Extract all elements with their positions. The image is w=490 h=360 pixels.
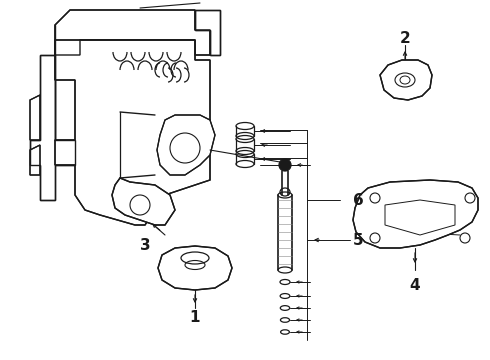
Polygon shape	[380, 60, 432, 100]
Polygon shape	[30, 145, 40, 175]
Polygon shape	[30, 55, 75, 200]
Polygon shape	[353, 180, 478, 248]
Text: 2: 2	[400, 31, 411, 45]
Polygon shape	[158, 246, 232, 290]
Polygon shape	[157, 115, 215, 175]
Polygon shape	[195, 10, 220, 55]
Polygon shape	[112, 178, 175, 225]
Circle shape	[279, 159, 291, 171]
Polygon shape	[55, 10, 210, 55]
Text: 4: 4	[410, 278, 420, 292]
Text: 1: 1	[190, 310, 200, 325]
Text: 5: 5	[353, 233, 363, 248]
Text: 3: 3	[140, 238, 150, 252]
Text: 6: 6	[353, 193, 364, 207]
Polygon shape	[55, 40, 210, 225]
Polygon shape	[30, 95, 40, 140]
